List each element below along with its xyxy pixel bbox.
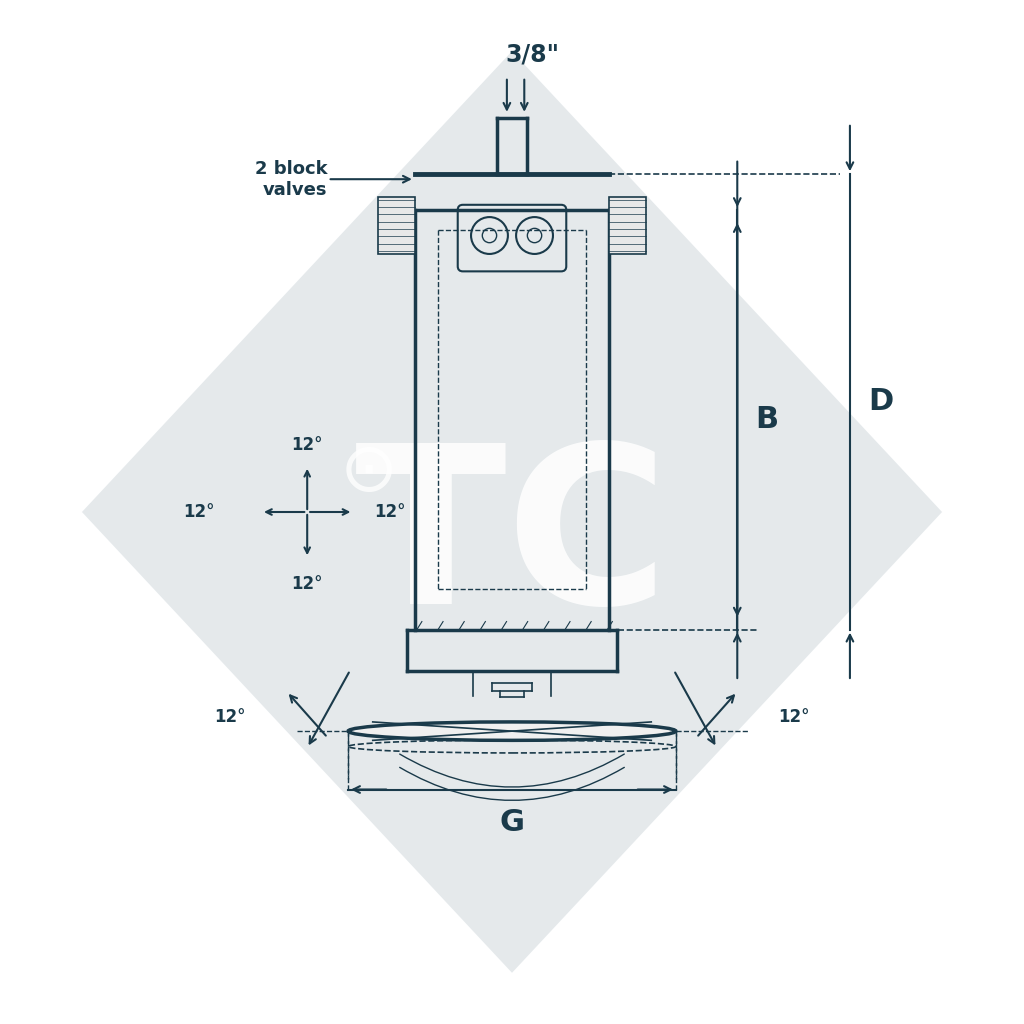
Text: B: B <box>756 406 779 434</box>
Text: ⊙: ⊙ <box>340 437 397 505</box>
Text: TC: TC <box>354 436 670 649</box>
Text: 12°: 12° <box>292 436 323 455</box>
Text: 12°: 12° <box>778 709 810 726</box>
Bar <box>378 197 415 254</box>
Text: 12°: 12° <box>183 503 215 521</box>
Ellipse shape <box>348 722 676 740</box>
Polygon shape <box>82 51 942 973</box>
Text: 2 block
valves: 2 block valves <box>255 160 328 199</box>
Bar <box>609 197 646 254</box>
Text: 12°: 12° <box>214 709 246 726</box>
Text: G: G <box>500 808 524 837</box>
Text: 3/8": 3/8" <box>506 43 559 67</box>
Text: D: D <box>868 387 894 417</box>
Text: 12°: 12° <box>374 503 406 521</box>
Text: 12°: 12° <box>292 574 323 593</box>
